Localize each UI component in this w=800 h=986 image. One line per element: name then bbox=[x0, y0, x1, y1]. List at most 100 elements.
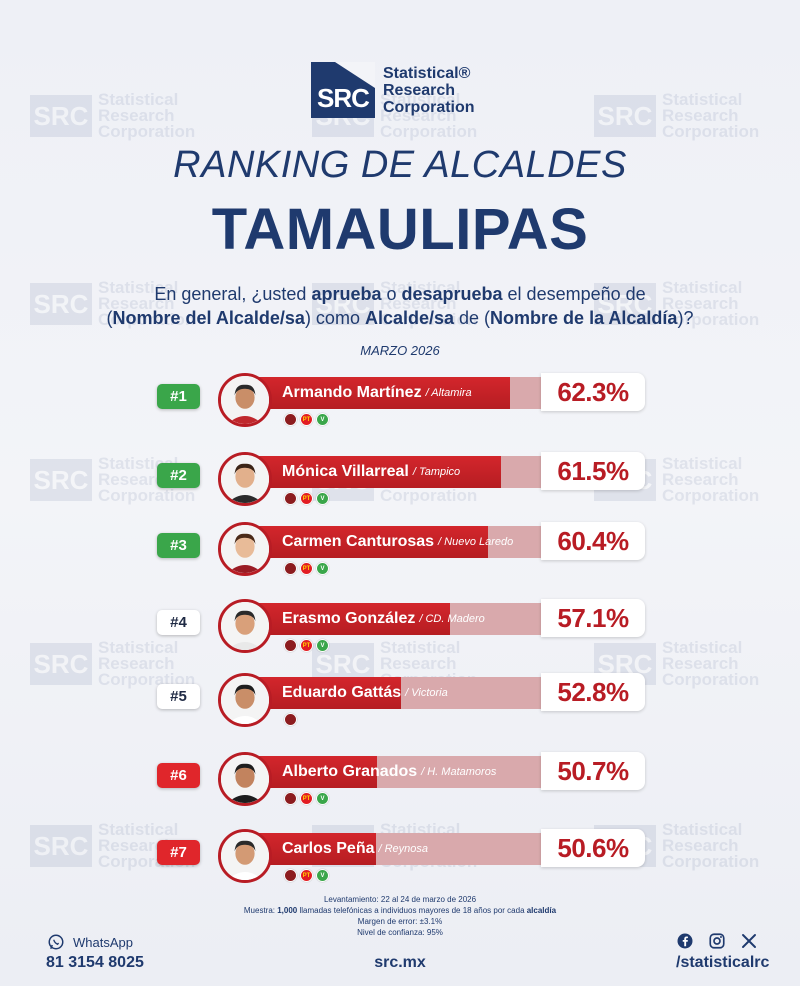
phone-number[interactable]: 81 3154 8025 bbox=[46, 954, 144, 971]
survey-date: MARZO 2026 bbox=[360, 343, 440, 358]
pt-party-icon: PT bbox=[300, 492, 313, 505]
approval-value: 57.1% bbox=[541, 599, 645, 637]
facebook-icon[interactable] bbox=[676, 932, 694, 950]
pt-party-icon: PT bbox=[300, 792, 313, 805]
morena-party-icon bbox=[284, 562, 297, 575]
avatar bbox=[218, 829, 272, 883]
watermark-mark: SRC bbox=[30, 643, 92, 685]
pt-party-icon: PT bbox=[300, 869, 313, 882]
rank-badge: #1 bbox=[157, 384, 200, 409]
pvem-party-icon: V bbox=[316, 562, 329, 575]
survey-question: En general, ¿usted aprueba o desaprueba … bbox=[0, 282, 800, 330]
methodology-notes: Levantamiento: 22 al 24 de marzo de 2026… bbox=[0, 894, 800, 938]
website-link[interactable]: src.mx bbox=[374, 954, 426, 971]
rank-badge: #7 bbox=[157, 840, 200, 865]
question-bold: Nombre del Alcalde/sa bbox=[112, 308, 305, 328]
question-part: ( bbox=[106, 308, 113, 328]
logo-wordmark: Statistical® Research Corporation bbox=[383, 65, 475, 116]
mayor-name: Erasmo González bbox=[282, 610, 416, 627]
question-part: )? bbox=[677, 308, 694, 328]
party-badges: PT V bbox=[284, 492, 329, 505]
whatsapp-icon bbox=[48, 934, 64, 950]
approval-bar bbox=[254, 833, 376, 865]
pvem-party-icon: V bbox=[316, 492, 329, 505]
avatar bbox=[218, 452, 272, 506]
sample-unit: alcaldía bbox=[526, 906, 557, 915]
approval-value: 52.8% bbox=[541, 673, 645, 711]
municipality: / CD. Madero bbox=[419, 613, 485, 625]
ranking-row: #1 Armando Martínez / Altamira 62.3% PT V bbox=[0, 373, 800, 435]
mayor-name: Alberto Granados bbox=[282, 763, 418, 780]
social-handle[interactable]: /statisticalrc bbox=[676, 954, 770, 971]
morena-party-icon bbox=[284, 869, 297, 882]
pt-party-icon: PT bbox=[300, 562, 313, 575]
logo-mark: SRC bbox=[311, 62, 375, 118]
mayor-name: Eduardo Gattás bbox=[282, 684, 402, 701]
logo-line-3: Corporation bbox=[383, 98, 475, 116]
approval-bar bbox=[254, 526, 489, 558]
bar-label: Armando Martínez / Altamira bbox=[282, 377, 472, 409]
logo-letters: SRC bbox=[317, 83, 370, 113]
morena-party-icon bbox=[284, 792, 297, 805]
question-part: de ( bbox=[454, 308, 491, 328]
sample-pre: Muestra: bbox=[243, 906, 278, 915]
rank-badge: #4 bbox=[157, 610, 200, 635]
question-part: el desempeño de bbox=[502, 284, 646, 304]
party-badges: PT V bbox=[284, 869, 329, 882]
logo-line-1: Statistical® bbox=[383, 64, 471, 82]
state-title: TAMAULIPAS bbox=[211, 197, 589, 262]
ranking-title: RANKING DE ALCALDES bbox=[173, 144, 627, 186]
bar-label: Carlos Peña / Reynosa bbox=[282, 833, 428, 865]
approval-bar bbox=[254, 456, 501, 488]
whatsapp-contact[interactable]: WhatsApp bbox=[47, 933, 133, 951]
watermark-mark: SRC bbox=[594, 95, 656, 137]
morena-party-icon bbox=[284, 492, 297, 505]
party-badges: PT V bbox=[284, 562, 329, 575]
morena-party-icon bbox=[284, 413, 297, 426]
ranking-row: #5 Eduardo Gattás / Victoria 52.8% bbox=[0, 673, 800, 735]
municipality: / Victoria bbox=[405, 687, 448, 699]
pvem-party-icon: V bbox=[316, 413, 329, 426]
watermark-mark: SRC bbox=[30, 283, 92, 325]
x-icon[interactable] bbox=[740, 932, 758, 950]
pt-party-icon: PT bbox=[300, 639, 313, 652]
sample-note: Muestra: 1,000 llamadas telefónicas a in… bbox=[0, 905, 800, 916]
rank-badge: #6 bbox=[157, 763, 200, 788]
municipality: / Reynosa bbox=[378, 843, 429, 855]
ranking-row: #2 Mónica Villarreal / Tampico 61.5% PT V bbox=[0, 452, 800, 514]
watermark-mark: SRC bbox=[594, 283, 656, 325]
avatar bbox=[218, 673, 272, 727]
approval-bar bbox=[254, 603, 451, 635]
pvem-party-icon: V bbox=[316, 639, 329, 652]
bar-label: Mónica Villarreal / Tampico bbox=[282, 456, 460, 488]
municipality: / Altamira bbox=[425, 387, 472, 399]
question-part: En general, ¿usted bbox=[154, 284, 312, 304]
instagram-icon[interactable] bbox=[708, 932, 726, 950]
mayor-name: Carmen Canturosas bbox=[282, 533, 435, 550]
question-bold: desaprueba bbox=[401, 284, 503, 304]
pvem-party-icon: V bbox=[316, 792, 329, 805]
watermark-mark: SRC bbox=[30, 459, 92, 501]
morena-party-icon bbox=[284, 639, 297, 652]
ranking-row: #7 Carlos Peña / Reynosa 50.6% PT V bbox=[0, 829, 800, 891]
party-badges: PT V bbox=[284, 639, 329, 652]
mayor-name: Carlos Peña bbox=[282, 840, 375, 857]
question-bold: Alcalde/sa bbox=[364, 308, 455, 328]
approval-value: 50.6% bbox=[541, 829, 645, 867]
